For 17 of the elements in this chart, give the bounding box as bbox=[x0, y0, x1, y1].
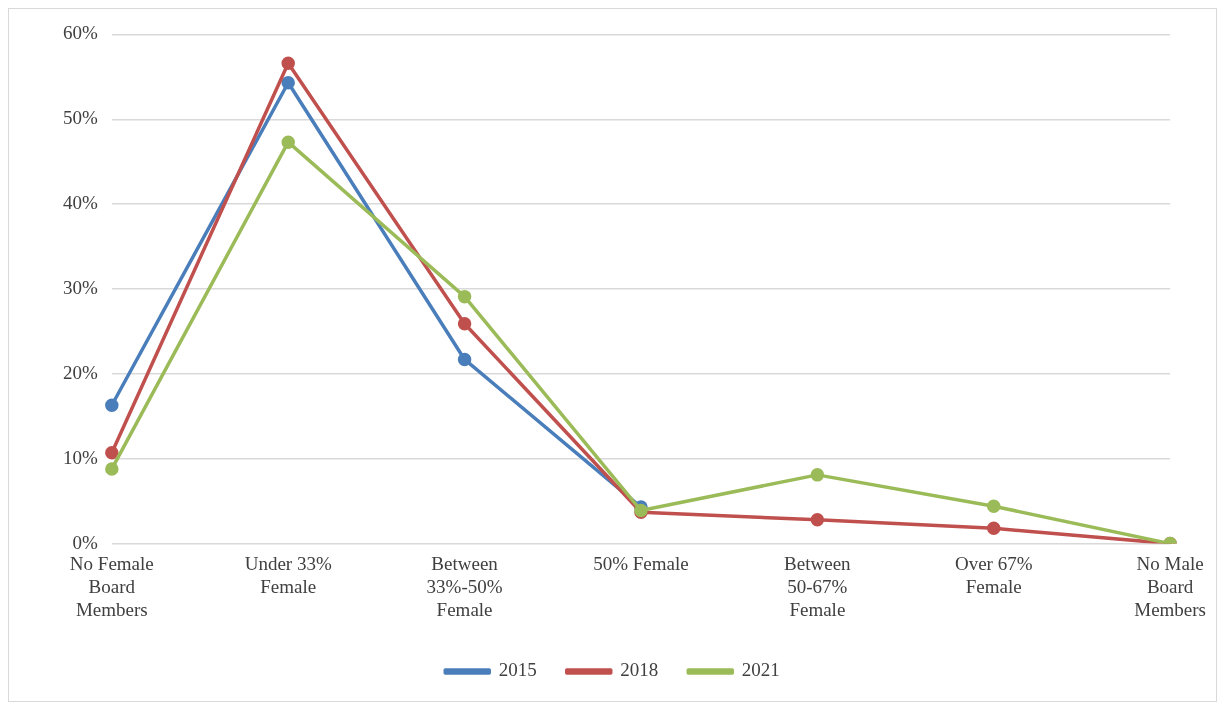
y-tick-label: 60% bbox=[63, 22, 98, 44]
x-tick-label: Under 33% Female bbox=[244, 552, 332, 597]
x-tick-label: Between 33%-50% Female bbox=[426, 552, 503, 620]
y-tick-label: 50% bbox=[63, 107, 98, 129]
x-tick-label: No Male Board Members bbox=[1134, 552, 1206, 620]
legend-label: 2021 bbox=[741, 659, 780, 681]
y-tick-label: 10% bbox=[63, 446, 98, 468]
legend-label: 2018 bbox=[620, 659, 659, 681]
x-tick-label: Over 67% Female bbox=[954, 552, 1033, 597]
x-tick-label: No Female Board Members bbox=[69, 552, 154, 620]
legend-label: 2015 bbox=[498, 659, 537, 681]
y-tick-label: 40% bbox=[63, 192, 98, 214]
y-tick-label: 0% bbox=[72, 531, 98, 553]
y-tick-label: 30% bbox=[63, 276, 98, 298]
x-tick-label: 50% Female bbox=[593, 552, 689, 574]
y-tick-label: 20% bbox=[63, 361, 98, 383]
x-tick-label: Between 50-67% Female bbox=[784, 552, 852, 620]
